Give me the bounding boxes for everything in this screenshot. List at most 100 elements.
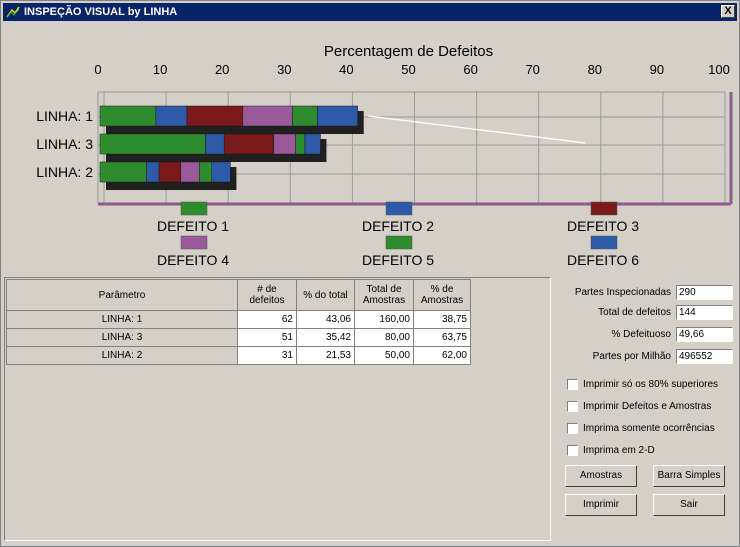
legend-label: DEFEITO 6	[567, 252, 639, 268]
partes-inspecionadas-label: Partes Inspecionadas	[574, 287, 671, 298]
cell-pct-total: 21,53	[296, 346, 355, 365]
x-tick-label: 90	[650, 62, 664, 77]
opt-ocorrencias-label: Imprima somente ocorrências	[583, 423, 715, 434]
ppm-input[interactable]: 496552	[676, 349, 733, 364]
partes-inspecionadas-input[interactable]: 290	[676, 285, 733, 300]
legend-label: DEFEITO 1	[157, 218, 229, 234]
table-row[interactable]: LINHA: 2 31 21,53 50,00 62,00	[6, 346, 471, 365]
defect-chart: Percentagem de Defeitos 0 10 20 30 40 50 60 70 80…	[5, 26, 737, 269]
opt-2d-checkbox[interactable]: Imprima em 2-D	[567, 444, 655, 457]
x-tick-label: 100	[708, 62, 730, 77]
pct-defeituoso-field: % Defeituoso 49,66	[557, 327, 737, 343]
row-label: LINHA: 3	[6, 328, 238, 347]
legend-swatch	[385, 235, 413, 250]
cell-defeitos: 31	[237, 346, 297, 365]
bar-segment	[146, 161, 160, 183]
ppm-field: Partes por Milhão 496552	[557, 349, 737, 365]
title-bar: INSPEÇÃO VISUAL by LINHA X	[3, 3, 737, 21]
x-tick-label: 30	[277, 62, 291, 77]
cell-pct-total: 35,42	[296, 328, 355, 347]
cell-defeitos: 51	[237, 328, 297, 347]
legend-label: DEFEITO 2	[362, 218, 434, 234]
x-tick-label: 60	[463, 62, 477, 77]
opt-top80-label: Imprimir só os 80% superiores	[583, 379, 719, 390]
bar-segment	[242, 105, 293, 127]
amostras-button[interactable]: Amostras	[565, 465, 637, 487]
opt-defeitos-amostras-label: Imprimir Defeitos e Amostras	[583, 401, 712, 412]
x-tick-label: 0	[94, 62, 101, 77]
imprimir-button[interactable]: Imprimir	[565, 494, 637, 516]
legend-swatch	[590, 201, 618, 216]
bar-segment	[199, 161, 213, 183]
total-defeitos-input[interactable]: 144	[676, 305, 733, 320]
row-label: LINHA: 2	[6, 346, 238, 365]
chart-title: Percentagem de Defeitos	[324, 43, 493, 60]
opt-top80-checkbox[interactable]: Imprimir só os 80% superiores	[567, 378, 718, 391]
bar-segment	[186, 105, 244, 127]
legend-label: DEFEITO 4	[157, 252, 229, 268]
col-header-total-amostras[interactable]: Total de Amostras	[354, 279, 414, 311]
col-header-pct-amostras[interactable]: % de Amostras	[413, 279, 471, 311]
bar-segment	[292, 105, 318, 127]
x-tick-label: 70	[525, 62, 539, 77]
cell-total-amostras: 80,00	[354, 328, 414, 347]
chart-svg: Percentagem de Defeitos 0 10 20 30 40 50 60 70 80…	[36, 43, 733, 268]
col-header-num-defeitos[interactable]: # de defeitos	[237, 279, 297, 311]
bar-segment	[155, 105, 188, 127]
app-icon	[6, 6, 20, 18]
x-tick-label: 40	[339, 62, 353, 77]
opt-ocorrencias-checkbox[interactable]: Imprima somente ocorrências	[567, 422, 715, 435]
bar-segment	[99, 105, 157, 127]
bar-segment	[304, 133, 321, 155]
window-title: INSPEÇÃO VISUAL by LINHA	[24, 6, 178, 18]
col-header-pct-total[interactable]: % do total	[296, 279, 355, 311]
pct-defeituoso-label: % Defeituoso	[611, 329, 671, 340]
legend-swatch	[590, 235, 618, 250]
category-label: LINHA: 1	[36, 108, 93, 124]
bar-segment	[317, 105, 358, 127]
category-label: LINHA: 2	[36, 164, 93, 180]
x-tick-label: 10	[153, 62, 167, 77]
legend-swatch	[180, 235, 208, 250]
bar-segment	[99, 133, 206, 155]
bar-segment	[273, 133, 296, 155]
checkbox-box[interactable]	[567, 423, 578, 434]
legend-swatch	[180, 201, 208, 216]
col-header-parametro[interactable]: Parâmetro	[6, 279, 238, 311]
barra-simples-button[interactable]: Barra Simples	[653, 465, 725, 487]
pct-defeituoso-input[interactable]: 49,66	[676, 327, 733, 342]
legend-label: DEFEITO 5	[362, 252, 434, 268]
opt-defeitos-amostras-checkbox[interactable]: Imprimir Defeitos e Amostras	[567, 400, 711, 413]
cell-pct-amostras: 38,75	[413, 310, 471, 329]
bar-segment	[158, 161, 181, 183]
total-defeitos-field: Total de defeitos 144	[557, 305, 737, 321]
checkbox-box[interactable]	[567, 379, 578, 390]
pareto-line	[368, 115, 586, 144]
cell-pct-amostras: 62,00	[413, 346, 471, 365]
checkbox-box[interactable]	[567, 401, 578, 412]
cell-total-amostras: 160,00	[354, 310, 414, 329]
cell-total-amostras: 50,00	[354, 346, 414, 365]
x-tick-label: 80	[588, 62, 602, 77]
bar-segment	[180, 161, 200, 183]
legend-label: DEFEITO 3	[567, 218, 639, 234]
sair-button[interactable]: Sair	[653, 494, 725, 516]
bar-segment	[211, 161, 231, 183]
close-button[interactable]: X	[721, 5, 735, 18]
bar-segment	[205, 133, 225, 155]
x-tick-label: 20	[215, 62, 229, 77]
category-label: LINHA: 3	[36, 136, 93, 152]
table-row[interactable]: LINHA: 1 62 43,06 160,00 38,75	[6, 310, 471, 329]
parameter-table-panel: Parâmetro # de defeitos % do total Total…	[4, 277, 551, 541]
partes-inspecionadas-field: Partes Inspecionadas 290	[557, 285, 737, 301]
checkbox-box[interactable]	[567, 445, 578, 456]
bar-segment	[99, 161, 147, 183]
cell-pct-amostras: 63,75	[413, 328, 471, 347]
cell-pct-total: 43,06	[296, 310, 355, 329]
parameter-table: Parâmetro # de defeitos % do total Total…	[6, 279, 471, 365]
x-tick-label: 50	[401, 62, 415, 77]
table-row[interactable]: LINHA: 3 51 35,42 80,00 63,75	[6, 328, 471, 347]
opt-2d-label: Imprima em 2-D	[583, 445, 655, 456]
row-label: LINHA: 1	[6, 310, 238, 329]
legend-swatch	[385, 201, 413, 216]
